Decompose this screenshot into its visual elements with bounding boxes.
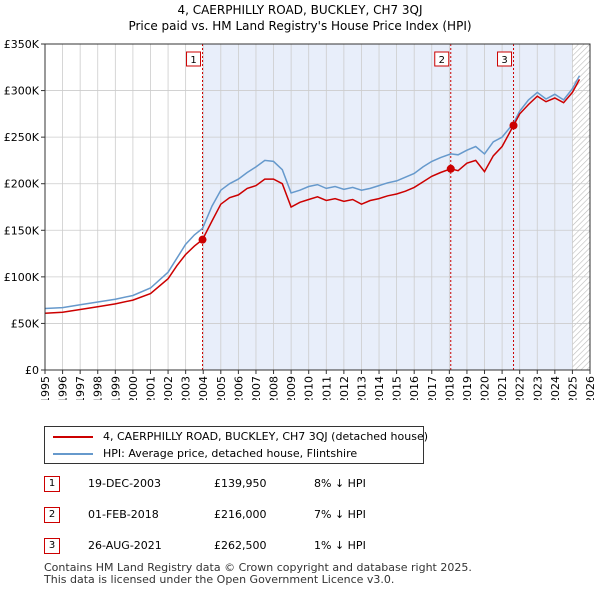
x-tick-label: 2026 bbox=[584, 376, 597, 400]
y-tick-label: £150K bbox=[4, 224, 40, 237]
x-tick-label: 2016 bbox=[408, 376, 421, 400]
x-tick-label: 1998 bbox=[92, 376, 105, 400]
x-tick-label: 2004 bbox=[197, 376, 210, 400]
sale-labels: 1 2 3 bbox=[186, 51, 513, 67]
sale-label-frame bbox=[186, 51, 202, 67]
plot-frame bbox=[44, 43, 591, 371]
x-tick-label: 2022 bbox=[514, 376, 527, 400]
x-tick-label: 2021 bbox=[496, 376, 509, 400]
x-tick-label: 1996 bbox=[57, 376, 70, 400]
x-tick-label: 2017 bbox=[426, 376, 439, 400]
sale-label-text: 3 bbox=[501, 55, 507, 66]
y-tick-label: £50K bbox=[11, 317, 40, 330]
chart-title: 4, CAERPHILLY ROAD, BUCKLEY, CH7 3QJ bbox=[177, 3, 423, 17]
sale-label-frame bbox=[497, 51, 513, 67]
sale-row: 1 19-DEC-2003 £139,950 8% ↓ HPI bbox=[0, 476, 600, 494]
sale-label-text: 1 bbox=[190, 55, 196, 66]
hpi-series-line bbox=[44, 75, 581, 310]
legend: 4, CAERPHILLY ROAD, BUCKLEY, CH7 3QJ (de… bbox=[44, 426, 428, 464]
sale-point bbox=[446, 164, 455, 173]
y-tick-label: £200K bbox=[4, 178, 40, 191]
sale-date: 26-AUG-2021 bbox=[88, 539, 162, 552]
footer-copyright: Contains HM Land Registry data © Crown c… bbox=[44, 561, 472, 574]
x-tick-label: 2000 bbox=[127, 376, 140, 400]
sale-label-box: 1 bbox=[186, 51, 202, 67]
sale-hpi-diff: 8% ↓ HPI bbox=[314, 477, 366, 490]
y-tick-label: £0 bbox=[25, 364, 39, 377]
x-tick-label: 2024 bbox=[549, 376, 562, 400]
sale-price: £139,950 bbox=[214, 477, 267, 490]
x-tick-label: 2018 bbox=[443, 376, 456, 400]
sale-point bbox=[509, 121, 518, 130]
property-series-line bbox=[44, 79, 581, 314]
x-tick-label: 2002 bbox=[162, 376, 175, 400]
y-tick-label: £250K bbox=[4, 131, 40, 144]
legend-swatch-hpi bbox=[53, 453, 93, 455]
x-tick-label: 2003 bbox=[180, 376, 193, 400]
x-tick-label: 2011 bbox=[320, 376, 333, 400]
x-tick-label: 2006 bbox=[232, 376, 245, 400]
x-tick-label: 2019 bbox=[461, 376, 474, 400]
sale-number-badge: 2 bbox=[44, 507, 60, 523]
sale-hpi-diff: 7% ↓ HPI bbox=[314, 508, 366, 521]
legend-label-hpi: HPI: Average price, detached house, Flin… bbox=[103, 447, 358, 460]
sale-point bbox=[198, 235, 207, 244]
y-tick-label: £300K bbox=[4, 85, 40, 98]
y-tick-label: £100K bbox=[4, 271, 40, 284]
chart-subtitle: Price paid vs. HM Land Registry's House … bbox=[128, 19, 472, 33]
x-tick-label: 2015 bbox=[391, 376, 404, 400]
legend-swatch-property bbox=[53, 436, 93, 438]
price-chart: 1 2 3 £0 £50K £100K £150K £200K £250K £300K £350K… bbox=[4, 38, 597, 400]
sale-number-badge: 1 bbox=[44, 476, 60, 492]
x-tick-label: 2010 bbox=[303, 376, 316, 400]
x-tick-label: 1999 bbox=[109, 376, 122, 400]
x-tick-label: 2012 bbox=[338, 376, 351, 400]
sale-label-text: 2 bbox=[439, 55, 445, 66]
x-tick-label: 2008 bbox=[268, 376, 281, 400]
x-tick-label: 2005 bbox=[215, 376, 228, 400]
sale-row: 3 26-AUG-2021 £262,500 1% ↓ HPI bbox=[0, 538, 600, 556]
sale-number-badge: 3 bbox=[44, 538, 60, 554]
sale-label-box: 2 bbox=[434, 51, 450, 67]
x-tick-label: 2025 bbox=[566, 376, 579, 400]
x-tick-label: 1997 bbox=[74, 376, 87, 400]
sale-price: £216,000 bbox=[214, 508, 267, 521]
x-tick-label: 2013 bbox=[355, 376, 368, 400]
x-tick-label: 2007 bbox=[250, 376, 263, 400]
sale-hpi-diff: 1% ↓ HPI bbox=[314, 539, 366, 552]
footer-licence: This data is licensed under the Open Gov… bbox=[44, 573, 395, 586]
legend-label-property: 4, CAERPHILLY ROAD, BUCKLEY, CH7 3QJ (de… bbox=[103, 430, 428, 443]
x-axis-ticks: 1995 1996 1997 1998 1999 2000 2001 2002 2003 2004… bbox=[39, 370, 597, 400]
sale-date: 01-FEB-2018 bbox=[88, 508, 159, 521]
y-axis-ticks: £0 £50K £100K £150K £200K £250K £300K £350K bbox=[4, 38, 45, 377]
x-tick-label: 2023 bbox=[531, 376, 544, 400]
owned-period-shade bbox=[202, 44, 573, 370]
x-tick-label: 2020 bbox=[479, 376, 492, 400]
x-tick-label: 2009 bbox=[285, 376, 298, 400]
forecast-hatch bbox=[572, 44, 590, 370]
x-tick-label: 2001 bbox=[144, 376, 157, 400]
sale-row: 2 01-FEB-2018 £216,000 7% ↓ HPI bbox=[0, 507, 600, 525]
sale-label-box: 3 bbox=[497, 51, 513, 67]
x-tick-label: 2014 bbox=[373, 376, 386, 400]
sale-price: £262,500 bbox=[214, 539, 267, 552]
x-tick-label: 1995 bbox=[39, 376, 52, 400]
sale-points bbox=[198, 121, 518, 244]
sale-label-frame bbox=[434, 51, 450, 67]
sale-date: 19-DEC-2003 bbox=[88, 477, 162, 490]
y-tick-label: £350K bbox=[4, 38, 40, 51]
